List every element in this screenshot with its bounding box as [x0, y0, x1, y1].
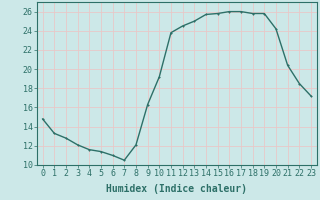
X-axis label: Humidex (Indice chaleur): Humidex (Indice chaleur)	[106, 184, 247, 194]
